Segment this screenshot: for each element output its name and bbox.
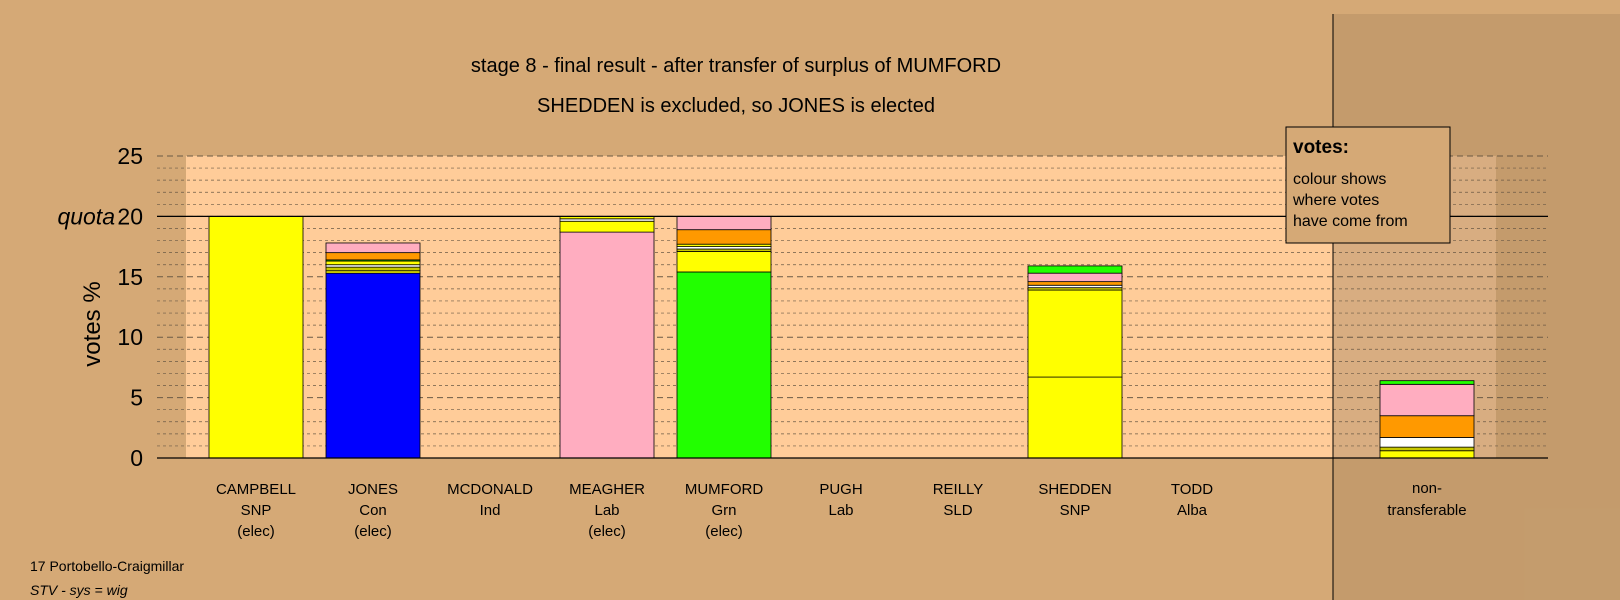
campbell-bar	[208, 215, 304, 459]
x-category-labels: CAMPBELL SNP (elec) JONES Con (elec) MCDONALD I…	[216, 480, 1467, 540]
jones-status-label: (elec)	[354, 523, 392, 540]
y-tick-label: 0	[130, 445, 143, 471]
y-tick-label: 15	[117, 264, 143, 290]
campbell-status-label: (elec)	[237, 523, 275, 540]
mumford-bar-segment	[676, 271, 772, 459]
mumford-bar-segment	[676, 251, 772, 273]
reilly-name-label: REILLY	[933, 481, 984, 498]
campbell-bar-segment	[208, 215, 304, 459]
quota-label: quota	[57, 203, 115, 229]
mumford-party-label: Grn	[711, 502, 736, 519]
mumford-bar	[676, 215, 772, 459]
shedden-bar-segment	[1027, 272, 1123, 283]
nontransferable-bar-segment	[1379, 437, 1475, 448]
meagher-bar-segment	[559, 220, 655, 233]
nontransferable-label-line2: transferable	[1387, 502, 1466, 519]
footer-ward-name: 17 Portobello-Craigmillar	[30, 558, 185, 574]
pugh-name-label: PUGH	[819, 481, 862, 498]
jones-bar-segment	[325, 266, 421, 272]
y-tick-labels: 0 5 10 15 20 25	[117, 143, 143, 471]
mumford-bar-segment	[676, 215, 772, 231]
meagher-bar-segment	[559, 231, 655, 459]
campbell-party-label: SNP	[241, 502, 272, 519]
footer-system-note: STV - sys = wig	[30, 582, 128, 598]
campbell-name-label: CAMPBELL	[216, 481, 296, 498]
y-tick-label: 25	[117, 143, 143, 169]
nontransferable-label-line1: non-	[1412, 480, 1442, 497]
meagher-status-label: (elec)	[588, 523, 626, 540]
mumford-name-label: MUMFORD	[685, 481, 763, 498]
jones-name-label: JONES	[348, 481, 398, 498]
mumford-status-label: (elec)	[705, 523, 743, 540]
legend-box	[1285, 126, 1451, 244]
jones-bar	[325, 242, 421, 459]
nontransferable-bar-segment	[1379, 446, 1475, 452]
shedden-bar-segment	[1027, 281, 1123, 286]
legend-line-3: have come from	[1293, 213, 1408, 230]
jones-bar-segment	[325, 252, 421, 261]
mcdonald-name-label: MCDONALD	[447, 481, 533, 498]
shedden-party-label: SNP	[1060, 502, 1091, 519]
nontransferable-bar-segment	[1379, 415, 1475, 438]
pugh-party-label: Lab	[828, 502, 853, 519]
legend-line-2: where votes	[1292, 192, 1379, 209]
legend: votes: colour shows where votes have com…	[1285, 126, 1451, 244]
shedden-bar-segment	[1027, 289, 1123, 378]
nontransferable-bar-segment	[1379, 383, 1475, 417]
legend-title: votes:	[1293, 137, 1349, 158]
shedden-bar-segment	[1027, 376, 1123, 459]
y-tick-label: 5	[130, 385, 143, 411]
mcdonald-party-label: Ind	[480, 502, 501, 519]
chart-subtitle: SHEDDEN is excluded, so JONES is elected	[537, 95, 935, 117]
mumford-bar-segment	[676, 229, 772, 245]
nontransferable-bar-segment	[1379, 450, 1475, 459]
chart-title: stage 8 - final result - after transfer …	[471, 55, 1001, 77]
y-axis-label: votes %	[79, 281, 106, 366]
legend-line-1: colour shows	[1293, 171, 1386, 188]
jones-bar-segment	[325, 242, 421, 254]
reilly-party-label: SLD	[943, 502, 972, 519]
y-tick-label: 20	[117, 203, 143, 229]
jones-bar-segment	[325, 260, 421, 266]
nontransferable-region	[1333, 14, 1620, 600]
y-tick-label: 10	[117, 324, 143, 350]
meagher-name-label: MEAGHER	[569, 481, 645, 498]
todd-party-label: Alba	[1177, 502, 1208, 519]
shedden-bar-segment	[1027, 265, 1123, 274]
shedden-name-label: SHEDDEN	[1038, 481, 1111, 498]
shedden-bar	[1027, 265, 1123, 459]
meagher-bar	[559, 215, 655, 459]
jones-bar-segment	[325, 272, 421, 459]
meagher-party-label: Lab	[594, 502, 619, 519]
nontransferable-bar	[1379, 380, 1475, 459]
nontransferable-bar-segment	[1379, 380, 1475, 385]
jones-party-label: Con	[359, 502, 387, 519]
todd-name-label: TODD	[1171, 481, 1213, 498]
